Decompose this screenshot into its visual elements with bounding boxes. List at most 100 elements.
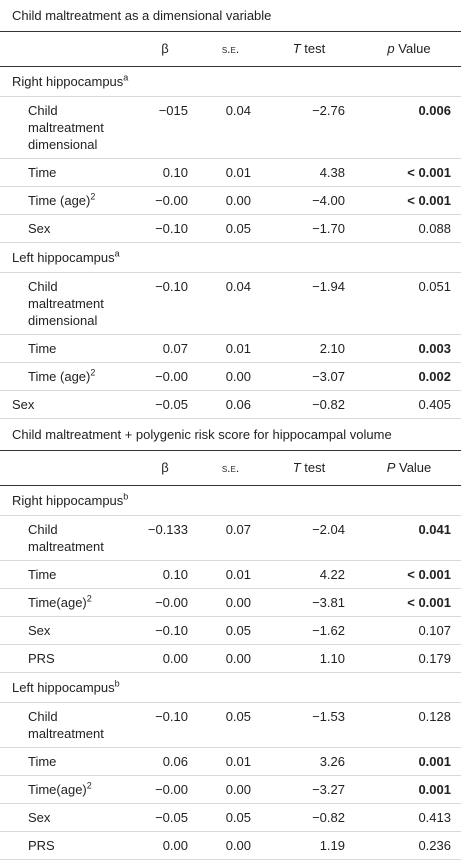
value-cell: 4.38 [261,158,355,187]
data-row: Time (age)2 −0.00 0.00 −4.00 < 0.001 [0,186,461,215]
label-text: Time(age) [28,782,87,797]
value-cell: 0.01 [198,747,261,776]
cell-value: 0.00 [225,595,251,610]
header-text: β [161,41,169,56]
row-label: Time [0,158,130,187]
value-cell: 0.00 [198,362,261,391]
value-cell: 0.00 [130,831,198,860]
superscript: a [114,248,120,259]
cell-value: 1.19 [319,838,345,853]
cell-value: 0.05 [225,810,251,825]
cell-value: −3.81 [312,595,345,610]
row-label: PRS [0,644,130,673]
value-cell: 0.179 [355,644,461,673]
value-cell: −0.05 [130,390,198,419]
section-title: Child maltreatment as a dimensional vari… [0,0,461,32]
row-label: Child maltreatment [0,515,130,561]
value-cell: 3.26 [261,747,355,776]
value-cell: 1.10 [261,644,355,673]
row-label: Child maltreatment [0,702,130,748]
cell-value: < 0.001 [407,595,451,610]
cell-value: −0.10 [155,709,188,724]
value-cell: 0.001 [355,775,461,804]
cell-value: 0.00 [225,193,251,208]
cell-value: −0.82 [312,397,345,412]
column-header: s.e. [198,450,261,486]
column-header: β [130,450,198,486]
label-text: Left hippocampus [12,680,115,695]
row-label: Time [0,747,130,776]
header-italic: T [292,460,301,475]
row-label: Time [0,560,130,589]
row-label: Sex [0,214,130,243]
cell-value: −0.10 [155,221,188,236]
value-cell: < 0.001 [355,186,461,215]
value-cell: 0.006 [355,96,461,159]
cell-value: 0.04 [225,279,251,294]
cell-value: 0.07 [225,522,251,537]
cell-value: 0.041 [418,522,451,537]
value-cell: 0.00 [198,588,261,617]
value-cell: 0.10 [130,158,198,187]
cell-value: −2.04 [312,522,345,537]
cell-value: −0.82 [312,810,345,825]
value-cell: −0.82 [261,803,355,832]
cell-value: −2.76 [312,103,345,118]
data-row: PRS 0.00 0.00 1.19 0.236 [0,831,461,860]
superscript: b [123,491,129,502]
header-italic: p [387,41,395,56]
column-header: p Value [355,31,461,67]
header-italic: P [386,460,396,475]
cell-value: −0.00 [155,782,188,797]
cell-value: −1.94 [312,279,345,294]
cell-value: 0.001 [418,754,451,769]
header-text: s.e. [221,461,240,475]
label-text: Sex [28,623,51,638]
label-text: Right hippocampus [12,493,124,508]
cell-value: −4.00 [312,193,345,208]
label-text: Right hippocampus [12,74,124,89]
value-cell: −0.10 [130,214,198,243]
cell-value: 0.405 [418,397,451,412]
value-cell: 0.01 [198,158,261,187]
cell-value: −0.10 [155,279,188,294]
cell-value: −1.70 [312,221,345,236]
cell-value: −0.00 [155,193,188,208]
superscript: 2 [90,191,96,202]
cell-value: −0.00 [155,595,188,610]
cell-value: 0.05 [225,709,251,724]
cell-value: −1.62 [312,623,345,638]
cell-value: 0.001 [418,782,451,797]
cell-value: 0.06 [162,754,188,769]
cell-value: −0.05 [155,810,188,825]
value-cell: 0.01 [198,334,261,363]
value-cell: 0.051 [355,272,461,335]
value-cell: −0.00 [130,775,198,804]
column-header: T test [261,31,355,67]
cell-value: 0.00 [162,651,188,666]
value-cell: 0.05 [198,214,261,243]
cell-value: 0.06 [225,397,251,412]
cell-value: < 0.001 [407,567,451,582]
data-row: Time (age)2 −0.00 0.00 −3.07 0.002 [0,362,461,391]
group-row: Left hippocampusa [0,242,461,273]
label-text: Time(age) [28,595,87,610]
label-text: Sex [28,221,51,236]
value-cell: 0.04 [198,272,261,335]
label-text: Sex [12,397,35,412]
value-cell: < 0.001 [355,588,461,617]
group-row: Left hippocampusb [0,672,461,703]
data-row: Time(age)2 −0.00 0.00 −3.27 0.001 [0,775,461,804]
value-cell: 0.00 [198,831,261,860]
value-cell: −3.07 [261,362,355,391]
cell-value: < 0.001 [407,193,451,208]
value-cell: 0.088 [355,214,461,243]
row-label: Sex [0,616,130,645]
cell-value: −0.133 [147,522,188,537]
value-cell: < 0.001 [355,560,461,589]
data-row: Time 0.07 0.01 2.10 0.003 [0,334,461,363]
value-cell: 0.07 [130,334,198,363]
value-cell: 0.236 [355,831,461,860]
value-cell: −0.00 [130,362,198,391]
